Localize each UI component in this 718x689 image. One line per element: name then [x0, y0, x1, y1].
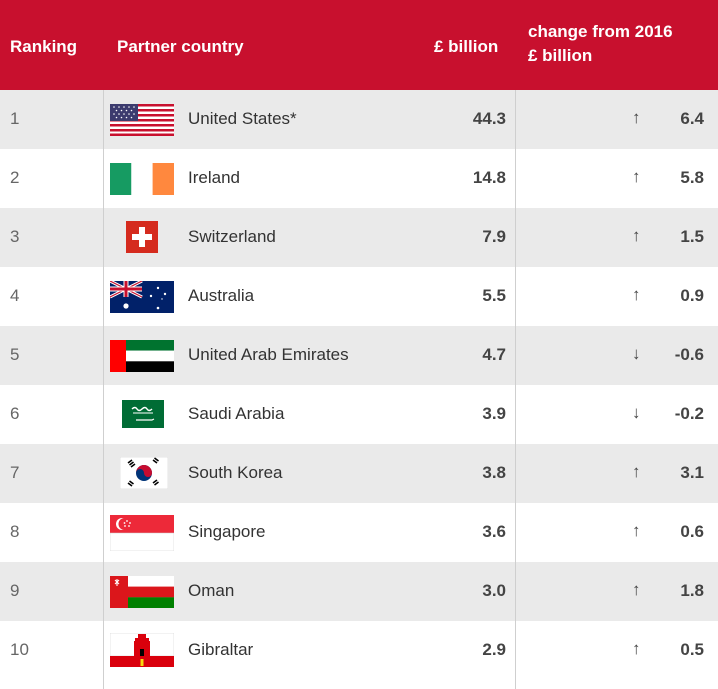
arrow-up-icon: ↑ — [632, 108, 641, 127]
billion-value: 3.9 — [482, 404, 506, 423]
rank-cell: 8 — [10, 522, 20, 541]
ireland-flag-icon — [110, 163, 174, 200]
country-name: Oman — [188, 581, 235, 600]
column-divider — [515, 90, 516, 689]
us-flag-icon — [110, 104, 174, 141]
header-ranking: Ranking — [10, 37, 78, 56]
gibraltar-flag-icon — [109, 632, 175, 672]
oman-flag-icon — [110, 576, 174, 613]
country-name: South Korea — [188, 463, 283, 482]
header-partner-country: Partner country — [117, 37, 244, 56]
table-row: 3 Switzerland 7.9 ↑ 1.5 — [0, 208, 718, 267]
rank-cell: 4 — [10, 286, 20, 305]
country-name: Singapore — [188, 522, 266, 541]
arrow-up-icon: ↑ — [632, 167, 641, 186]
billion-value: 3.6 — [482, 522, 506, 541]
uae-flag-icon — [110, 340, 174, 377]
arrow-up-icon: ↑ — [632, 521, 641, 540]
rank-cell: 5 — [10, 345, 20, 364]
table-header: Ranking Partner country £ billion change… — [0, 0, 718, 90]
change-value: 1.8 — [680, 581, 704, 600]
table-row: 4 Australia 5.5 ↑ 0.9 — [0, 267, 718, 326]
header-billion: £ billion — [434, 37, 499, 56]
saudi-flag-icon — [122, 400, 164, 433]
change-value: 0.9 — [680, 286, 704, 305]
rank-cell: 10 — [10, 640, 29, 659]
rank-cell: 6 — [10, 404, 20, 423]
table-row: 6 Saudi Arabia 3.9 ↓ -0.2 — [0, 385, 718, 444]
change-value: 0.5 — [680, 640, 704, 659]
arrow-up-icon: ↑ — [632, 639, 641, 658]
arrow-up-icon: ↑ — [632, 580, 641, 599]
billion-value: 4.7 — [482, 345, 506, 364]
billion-value: 44.3 — [472, 109, 506, 128]
billion-value: 14.8 — [472, 168, 506, 187]
country-name: United Arab Emirates — [188, 345, 349, 364]
rank-cell: 2 — [10, 168, 20, 187]
country-name: Saudi Arabia — [188, 404, 285, 423]
header-change-line2: £ billion — [528, 46, 593, 65]
country-name: Gibraltar — [188, 640, 254, 659]
south-korea-flag-icon — [119, 456, 169, 494]
table-row: 5 United Arab Emirates 4.7 ↓ -0.6 — [0, 326, 718, 385]
header-change: change from 2016 £ billion — [528, 20, 673, 68]
table-row: 2 Ireland 14.8 ↑ 5.8 — [0, 149, 718, 208]
singapore-flag-icon — [109, 515, 175, 556]
billion-value: 5.5 — [482, 286, 506, 305]
change-value: -0.6 — [674, 345, 704, 364]
rank-cell: 3 — [10, 227, 20, 246]
change-value: 3.1 — [680, 463, 704, 482]
rank-cell: 1 — [10, 109, 20, 128]
billion-value: 2.9 — [482, 640, 506, 659]
billion-value: 3.8 — [482, 463, 506, 482]
table-row: 10 Gibraltar 2.9 ↑ 0.5 — [0, 621, 718, 680]
change-value: -0.2 — [674, 404, 704, 423]
billion-value: 3.0 — [482, 581, 506, 600]
change-value: 0.6 — [680, 522, 704, 541]
arrow-up-icon: ↑ — [632, 226, 641, 245]
billion-value: 7.9 — [482, 227, 506, 246]
country-name: Ireland — [188, 168, 240, 187]
change-value: 1.5 — [680, 227, 704, 246]
table-row: 8 Singapore 3.6 ↑ 0.6 — [0, 503, 718, 562]
country-name: United States* — [188, 109, 297, 128]
country-name: Switzerland — [188, 227, 276, 246]
switzerland-flag-icon — [126, 221, 158, 258]
table-row: 1 United States* 44.3 — [0, 90, 718, 149]
country-name: Australia — [188, 286, 255, 305]
table-row: 7 South Korea 3.8 ↑ 3.1 — [0, 444, 718, 503]
rank-cell: 7 — [10, 463, 20, 482]
australia-flag-icon — [109, 279, 174, 318]
arrow-up-icon: ↑ — [632, 462, 641, 481]
header-change-line1: change from 2016 — [528, 22, 673, 41]
table-row: 9 Oman 3.0 ↑ 1.8 — [0, 562, 718, 621]
change-value: 6.4 — [680, 109, 704, 128]
rank-cell: 9 — [10, 581, 20, 600]
column-divider — [103, 90, 104, 689]
change-value: 5.8 — [680, 168, 704, 187]
arrow-down-icon: ↓ — [632, 403, 641, 422]
arrow-up-icon: ↑ — [632, 285, 641, 304]
arrow-down-icon: ↓ — [632, 344, 641, 363]
